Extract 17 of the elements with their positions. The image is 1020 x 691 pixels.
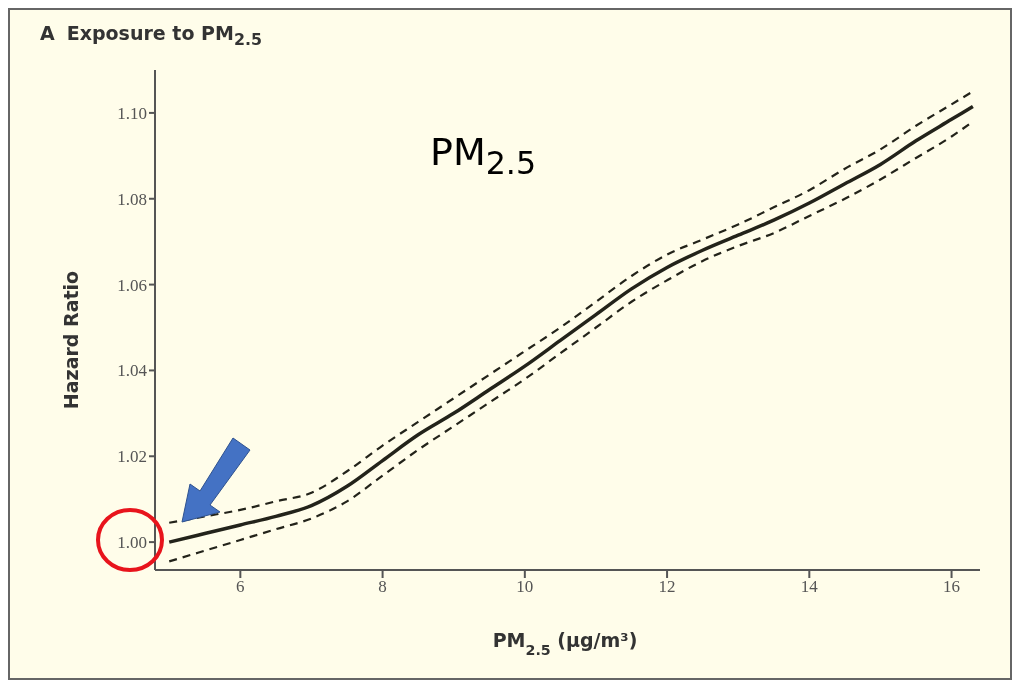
y-tick-label: 1.08: [117, 189, 147, 209]
x-tick-label: 10: [516, 577, 534, 597]
chart-title: Exposure to PM$_{2.5}$: [66, 22, 262, 49]
x-tick-label: 6: [236, 577, 245, 597]
y-tick-label: 1.04: [117, 361, 148, 381]
y-tick-label: 1.06: [117, 275, 147, 295]
y-tick-label: 1.10: [117, 103, 147, 123]
text: A: [40, 22, 55, 44]
y-tick-label: 1.02: [117, 447, 147, 467]
x-axis-title: PM$_{2.5}$ (μg/m³): [492, 629, 638, 658]
x-tick-label: 16: [943, 577, 961, 597]
x-tick-label: 12: [658, 577, 676, 597]
y-axis-title: Hazard Ratio: [60, 270, 82, 410]
annotation: PM$_{2.5}$: [430, 130, 537, 181]
x-tick-label: 14: [800, 577, 819, 597]
x-tick-label: 8: [378, 577, 387, 597]
y-tick-label: 1.00: [117, 533, 147, 553]
